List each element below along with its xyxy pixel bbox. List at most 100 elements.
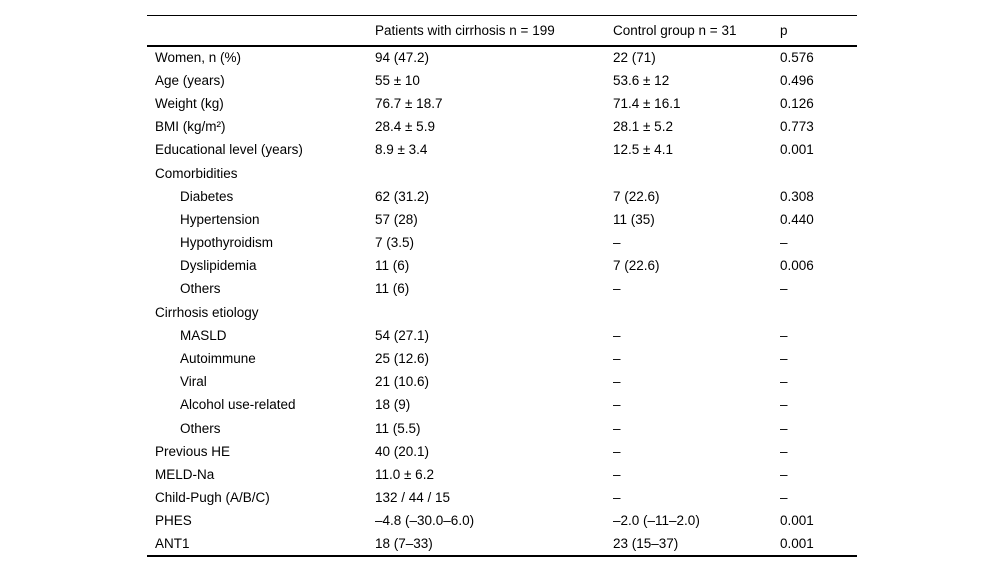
- table-row: Educational level (years) 8.9 ± 3.4 12.5…: [147, 138, 857, 161]
- cell-cirrhosis: 76.7 ± 18.7: [375, 95, 443, 111]
- row-label: Previous HE: [155, 443, 231, 459]
- cell-control: –: [613, 327, 621, 343]
- table-row: Diabetes 62 (31.2) 7 (22.6) 0.308: [147, 185, 857, 208]
- cell-p: 0.006: [780, 258, 814, 274]
- cell-cirrhosis: 11 (5.5): [375, 420, 421, 436]
- header-p-value: p: [780, 15, 857, 47]
- table-row: Dyslipidemia 11 (6) 7 (22.6) 0.006: [147, 254, 857, 277]
- cell-p: [780, 301, 857, 324]
- header-empty-cell: [147, 15, 375, 47]
- table-row: Others 11 (6) – –: [147, 277, 857, 300]
- cell-p: –: [780, 490, 788, 506]
- cell-p: –: [780, 327, 788, 343]
- table-row: Others 11 (5.5) – –: [147, 417, 857, 440]
- table-row: Age (years) 55 ± 10 53.6 ± 12 0.496: [147, 69, 857, 92]
- cell-control: [613, 301, 780, 324]
- table-row: Previous HE 40 (20.1) – –: [147, 440, 857, 463]
- table-header-row: Patients with cirrhosis n = 199 Control …: [147, 15, 857, 47]
- cell-p: –: [780, 281, 788, 297]
- row-label: MASLD: [180, 327, 227, 343]
- cell-cirrhosis: 62 (31.2): [375, 188, 430, 204]
- cell-p: –: [780, 397, 788, 413]
- cell-p: –: [780, 235, 788, 251]
- row-label: Viral: [180, 374, 207, 390]
- cell-control: 12.5 ± 4.1: [613, 142, 673, 158]
- cell-p: –: [780, 443, 788, 459]
- cell-cirrhosis: 40 (20.1): [375, 443, 430, 459]
- row-label: PHES: [155, 513, 192, 529]
- cell-cirrhosis: 11 (6): [375, 281, 410, 297]
- cell-p: 0.496: [780, 72, 814, 88]
- cell-p: –: [780, 466, 788, 482]
- cell-cirrhosis: –4.8 (–30.0–6.0): [375, 513, 475, 529]
- row-label: Weight (kg): [155, 95, 224, 111]
- table-row: MELD-Na 11.0 ± 6.2 – –: [147, 463, 857, 486]
- table-row: Autoimmune 25 (12.6) – –: [147, 347, 857, 370]
- cell-cirrhosis: 54 (27.1): [375, 327, 430, 343]
- cell-cirrhosis: 55 ± 10: [375, 72, 420, 88]
- cell-cirrhosis: 18 (9): [375, 397, 411, 413]
- cell-cirrhosis: 57 (28): [375, 211, 418, 227]
- row-label: Others: [180, 281, 221, 297]
- row-label: BMI (kg/m²): [155, 119, 226, 135]
- cell-cirrhosis: 28.4 ± 5.9: [375, 119, 435, 135]
- cell-control: –: [613, 235, 621, 251]
- table-row: Weight (kg) 76.7 ± 18.7 71.4 ± 16.1 0.12…: [147, 92, 857, 115]
- cell-cirrhosis: 7 (3.5): [375, 235, 415, 251]
- cell-cirrhosis: 11 (6): [375, 258, 410, 274]
- table-row: MASLD 54 (27.1) – –: [147, 324, 857, 347]
- table-body: Women, n (%) 94 (47.2) 22 (71) 0.576 Age…: [147, 46, 857, 556]
- cell-cirrhosis: 25 (12.6): [375, 351, 430, 367]
- section-label: Comorbidities: [155, 165, 238, 181]
- cell-control: 11 (35): [613, 211, 655, 227]
- header-cirrhosis-group: Patients with cirrhosis n = 199: [375, 15, 613, 47]
- table-row: Hypertension 57 (28) 11 (35) 0.440: [147, 208, 857, 231]
- cell-control: –: [613, 420, 621, 436]
- cell-control: 7 (22.6): [613, 258, 660, 274]
- cell-cirrhosis: 18 (7–33): [375, 536, 433, 552]
- cell-control: –: [613, 351, 621, 367]
- cell-p: 0.126: [780, 95, 814, 111]
- row-label: Hypothyroidism: [180, 235, 274, 251]
- table-row: Child-Pugh (A/B/C) 132 / 44 / 15 – –: [147, 486, 857, 509]
- row-label: MELD-Na: [155, 466, 215, 482]
- cell-p: 0.001: [780, 513, 814, 529]
- table-section-row: Cirrhosis etiology: [147, 301, 857, 324]
- cell-control: 22 (71): [613, 50, 656, 66]
- row-label: Hypertension: [180, 211, 260, 227]
- cell-p: –: [780, 420, 788, 436]
- patient-characteristics-table: Patients with cirrhosis n = 199 Control …: [147, 15, 857, 557]
- table-row: PHES –4.8 (–30.0–6.0) –2.0 (–11–2.0) 0.0…: [147, 509, 857, 532]
- row-label: Age (years): [155, 72, 225, 88]
- section-label: Cirrhosis etiology: [155, 304, 259, 320]
- row-label: Autoimmune: [180, 351, 256, 367]
- cell-control: –: [613, 397, 621, 413]
- cell-cirrhosis: [375, 161, 613, 184]
- cell-cirrhosis: 132 / 44 / 15: [375, 490, 451, 506]
- row-label: Others: [180, 420, 221, 436]
- cell-p: –: [780, 374, 788, 390]
- cell-cirrhosis: 11.0 ± 6.2: [375, 466, 434, 482]
- table-row: Hypothyroidism 7 (3.5) – –: [147, 231, 857, 254]
- cell-control: 28.1 ± 5.2: [613, 119, 673, 135]
- row-label: Diabetes: [180, 188, 234, 204]
- cell-p: 0.001: [780, 536, 814, 552]
- cell-cirrhosis: 21 (10.6): [375, 374, 430, 390]
- row-label: Alcohol use-related: [180, 397, 296, 413]
- row-label: Educational level (years): [155, 142, 303, 158]
- cell-control: –: [613, 490, 621, 506]
- cell-p: 0.308: [780, 188, 814, 204]
- table-row: Alcohol use-related 18 (9) – –: [147, 393, 857, 416]
- row-label: Women, n (%): [155, 50, 242, 66]
- cell-control: [613, 161, 780, 184]
- cell-p: –: [780, 351, 788, 367]
- row-label: ANT1: [155, 536, 190, 552]
- cell-cirrhosis: 8.9 ± 3.4: [375, 142, 428, 158]
- cell-p: [780, 161, 857, 184]
- cell-cirrhosis: [375, 301, 613, 324]
- cell-cirrhosis: 94 (47.2): [375, 50, 430, 66]
- cell-p: 0.773: [780, 119, 814, 135]
- cell-control: –: [613, 443, 621, 459]
- table-row: ANT1 18 (7–33) 23 (15–37) 0.001: [147, 532, 857, 555]
